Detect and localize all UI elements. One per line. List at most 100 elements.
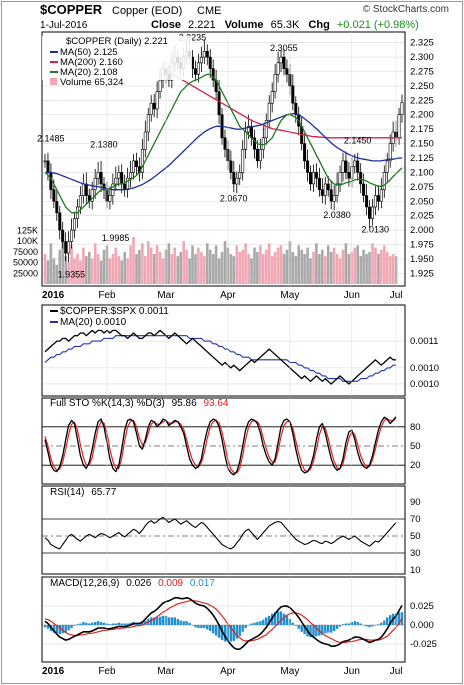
- macd-histogram-bar: [332, 625, 336, 631]
- volume-bar: [176, 256, 180, 284]
- candle-body: [55, 201, 59, 214]
- candle-body: [140, 149, 144, 173]
- y-tick-label: 0.000: [410, 620, 434, 631]
- volume-bar: [294, 256, 298, 284]
- volume-bar: [365, 254, 368, 284]
- x-tick-label-bottom: Mar: [157, 666, 175, 677]
- volume-bar: [185, 249, 188, 284]
- candle-body: [314, 172, 318, 179]
- macd-panel: 0.025 0.000 -0.025: [41, 576, 437, 663]
- volume-bar: [359, 256, 362, 284]
- macd-histogram-bar: [356, 622, 359, 625]
- candle-body: [46, 160, 50, 173]
- ratio-panel: 0.0011 0.0010 0.0010: [41, 304, 439, 397]
- macd-histogram-bar: [344, 623, 348, 625]
- volume-bar: [353, 247, 357, 284]
- candle-body: [367, 206, 371, 219]
- volume-bar: [214, 245, 218, 284]
- y-tick-label: 10: [410, 565, 421, 576]
- candle-body: [347, 172, 351, 179]
- candle-body: [78, 195, 82, 208]
- macd-histogram-bar: [209, 625, 212, 631]
- candle-body: [229, 160, 233, 173]
- candle-body: [379, 189, 383, 202]
- macd-histogram-bar: [247, 625, 250, 626]
- macd-histogram-bar: [383, 620, 386, 625]
- macd-histogram-bar: [335, 625, 339, 629]
- volume-bar: [300, 249, 303, 284]
- volume-bar: [120, 260, 123, 284]
- macd-histogram-bar: [259, 621, 262, 625]
- price-annotation: 2.0130: [362, 225, 390, 235]
- x-tick-label-bottom: 2016: [42, 666, 65, 677]
- macd-histogram-bar: [55, 625, 58, 634]
- candle-body: [365, 195, 369, 208]
- macd-histogram-bar: [46, 625, 50, 629]
- candle-body: [303, 143, 307, 162]
- candle-body: [308, 172, 312, 185]
- macd-histogram-bar: [324, 625, 327, 634]
- candle-body: [244, 131, 248, 150]
- candle-body: [323, 183, 327, 196]
- volume-bar: [90, 258, 94, 284]
- volume-tick-label: 75000: [13, 247, 38, 257]
- x-tick-label-bottom: Apr: [220, 666, 236, 677]
- y-tick-label: 2.225: [410, 95, 434, 106]
- candle-body: [276, 62, 280, 75]
- macd-histogram-bar: [91, 622, 94, 625]
- brand-logo: © StockCharts.com: [363, 4, 449, 15]
- volume-bar: [102, 249, 106, 284]
- macd-histogram-bar: [144, 620, 147, 625]
- y-tick-label: 2.200: [410, 110, 434, 121]
- y-tick-label: 2.275: [410, 66, 434, 77]
- legend-ratio-ma: MA(20) 0.0010: [60, 317, 127, 328]
- candle-body: [96, 172, 100, 179]
- macd-histogram-bar: [194, 625, 197, 628]
- volume-bar: [152, 254, 156, 284]
- volume-bar: [368, 251, 371, 284]
- candle-body: [205, 50, 209, 58]
- legend-macd-label: MACD(12,26,9): [50, 578, 119, 589]
- volume-bar: [170, 254, 174, 284]
- ratio-line: [44, 329, 397, 385]
- macd-histogram-bar: [256, 622, 259, 625]
- y-tick-label: 1.925: [410, 268, 434, 279]
- macd-histogram-bar: [353, 621, 356, 625]
- macd-histogram-bar: [173, 617, 176, 625]
- volume-bar: [259, 245, 262, 284]
- volume-bar: [111, 254, 115, 284]
- rsi-legend: RSI(14) 65.77: [50, 487, 117, 498]
- macd-histogram-bar: [82, 622, 85, 625]
- volume-bar: [380, 249, 383, 284]
- candle-body: [129, 172, 133, 179]
- candle-body: [223, 137, 227, 150]
- y-tick-label: 0.0010: [410, 363, 439, 374]
- volume-bar: [267, 243, 271, 284]
- macd-histogram-bar: [58, 625, 61, 635]
- macd-histogram-bar: [52, 625, 56, 633]
- x-tick-label: May: [280, 290, 299, 301]
- volume-bar: [208, 249, 212, 284]
- x-axis: 2016 2016 Feb Feb Mar Mar Apr Apr May May Jun Jun Ju…: [42, 32, 402, 677]
- macd-histogram-bar: [67, 625, 70, 631]
- y-tick-label: 2.150: [410, 139, 434, 150]
- price-annotation: 1.9985: [102, 233, 130, 243]
- volume-bar: [191, 245, 194, 284]
- volume-bar: [149, 247, 153, 284]
- macd-histogram-bar: [73, 625, 76, 626]
- volume-bar: [385, 251, 389, 284]
- candle-body: [270, 91, 274, 104]
- volume-bar: [138, 249, 141, 284]
- price-annotation: 2.0670: [220, 193, 248, 203]
- macd-histogram-bar: [229, 625, 233, 642]
- volume-bar: [282, 254, 286, 284]
- price-legend-main: $COPPER (Daily) 2.221: [66, 36, 168, 47]
- candle-body: [335, 183, 339, 196]
- candle-body: [264, 120, 268, 139]
- candle-body: [73, 218, 77, 231]
- volume-bar: [338, 258, 342, 284]
- volume-bar: [241, 249, 244, 284]
- macd-histogram-bar: [362, 625, 365, 626]
- macd-histogram-bar: [43, 625, 47, 628]
- legend-ma20: MA(20) 2.108: [60, 67, 118, 78]
